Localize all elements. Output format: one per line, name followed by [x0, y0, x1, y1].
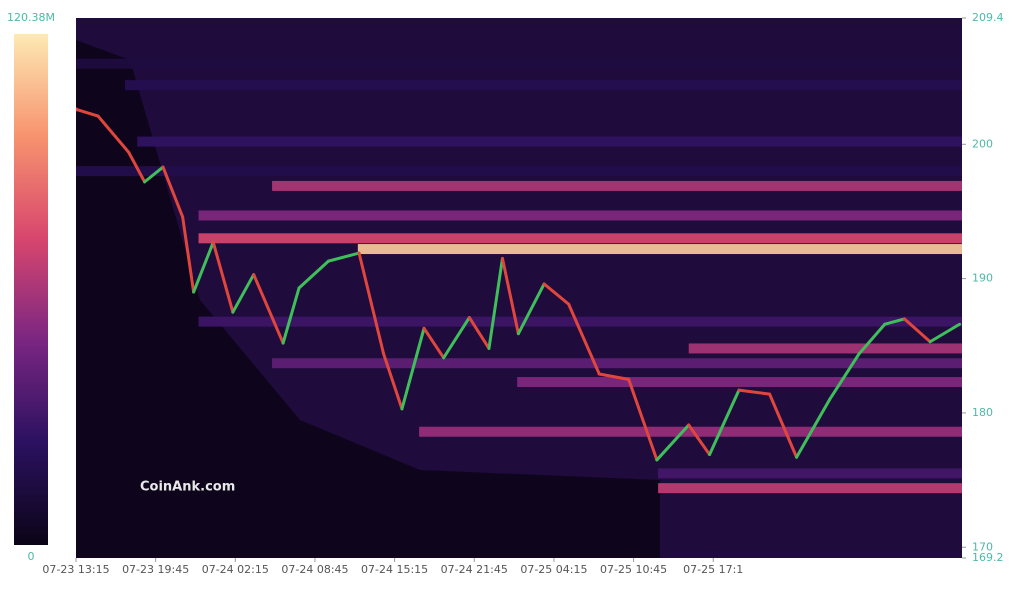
price-segment	[687, 423, 712, 457]
heatmap	[76, 40, 962, 558]
x-tick-label: 07-24 02:15	[202, 563, 269, 576]
price-segment	[828, 352, 861, 401]
y-tick-label: 200	[972, 137, 993, 150]
price-segment	[252, 273, 285, 345]
heat-band	[137, 136, 962, 147]
heat-band	[272, 180, 962, 191]
heat-band	[272, 358, 962, 369]
y-tick-label: 180	[972, 406, 993, 419]
price-segment	[597, 372, 631, 381]
price-segment	[181, 215, 196, 294]
price-segment	[516, 282, 546, 336]
price-segment	[211, 240, 235, 314]
y-tick-label: 169.2	[972, 551, 1004, 564]
heat-band	[688, 343, 962, 354]
price-segment	[768, 392, 799, 459]
price-segment	[857, 322, 887, 356]
price-segment	[192, 240, 215, 294]
price-segment	[382, 352, 404, 411]
sparse-area	[76, 40, 660, 558]
heat-band	[517, 377, 962, 388]
heat-band	[76, 166, 962, 177]
watermark: CoinAnk.com	[140, 480, 235, 495]
price-segment	[400, 326, 426, 411]
heat-band	[198, 210, 962, 221]
price-segment	[487, 256, 504, 350]
heat-band	[419, 426, 962, 437]
y-tick-label: 170	[972, 540, 993, 553]
x-tick-label: 07-23 13:15	[42, 563, 109, 576]
price-segment	[655, 423, 691, 462]
price-segment	[500, 256, 520, 336]
price-segment	[143, 165, 165, 184]
x-tick-label: 07-24 21:45	[441, 563, 508, 576]
price-segment	[297, 259, 330, 290]
price-segment	[627, 377, 659, 462]
price-segment	[567, 302, 601, 376]
heat-band	[76, 58, 962, 69]
price-segment	[737, 388, 772, 396]
price-segment	[883, 317, 906, 326]
price-start	[76, 107, 78, 112]
x-tick-label: 07-25 04:15	[520, 563, 587, 576]
price-segment	[902, 317, 932, 344]
heat-band	[198, 316, 962, 327]
price-segment	[281, 286, 301, 345]
heat-band	[198, 233, 962, 244]
colorbar	[14, 34, 48, 545]
price-segment	[422, 326, 446, 360]
x-tick-label: 07-24 08:45	[281, 563, 348, 576]
x-tick-label: 07-23 19:45	[122, 563, 189, 576]
heat-band	[125, 80, 962, 91]
price-segment	[542, 282, 571, 306]
price-segment	[127, 150, 147, 184]
price-segment	[357, 251, 386, 356]
heat-band	[357, 244, 962, 255]
price-segment	[795, 397, 832, 459]
x-tick-label: 07-25 10:45	[600, 563, 667, 576]
price-segment	[76, 107, 100, 118]
price-segment	[928, 322, 962, 344]
price-segment	[708, 388, 741, 457]
colorbar-label: 0	[28, 550, 35, 563]
price-segment	[467, 316, 491, 350]
price-segment	[231, 273, 256, 314]
price-segment	[161, 165, 185, 219]
x-tick-label: 07-25 17:1	[683, 563, 743, 576]
price-segment	[96, 114, 131, 154]
price-segment	[326, 251, 361, 263]
colorbar-label: 120.38M	[7, 11, 55, 24]
y-tick-label: 190	[972, 272, 993, 285]
y-tick-label: 209.4	[972, 11, 1004, 24]
heat-band	[658, 468, 962, 479]
heat-band	[658, 483, 962, 494]
x-tick-label: 07-24 15:15	[361, 563, 428, 576]
price-segment	[442, 316, 471, 360]
